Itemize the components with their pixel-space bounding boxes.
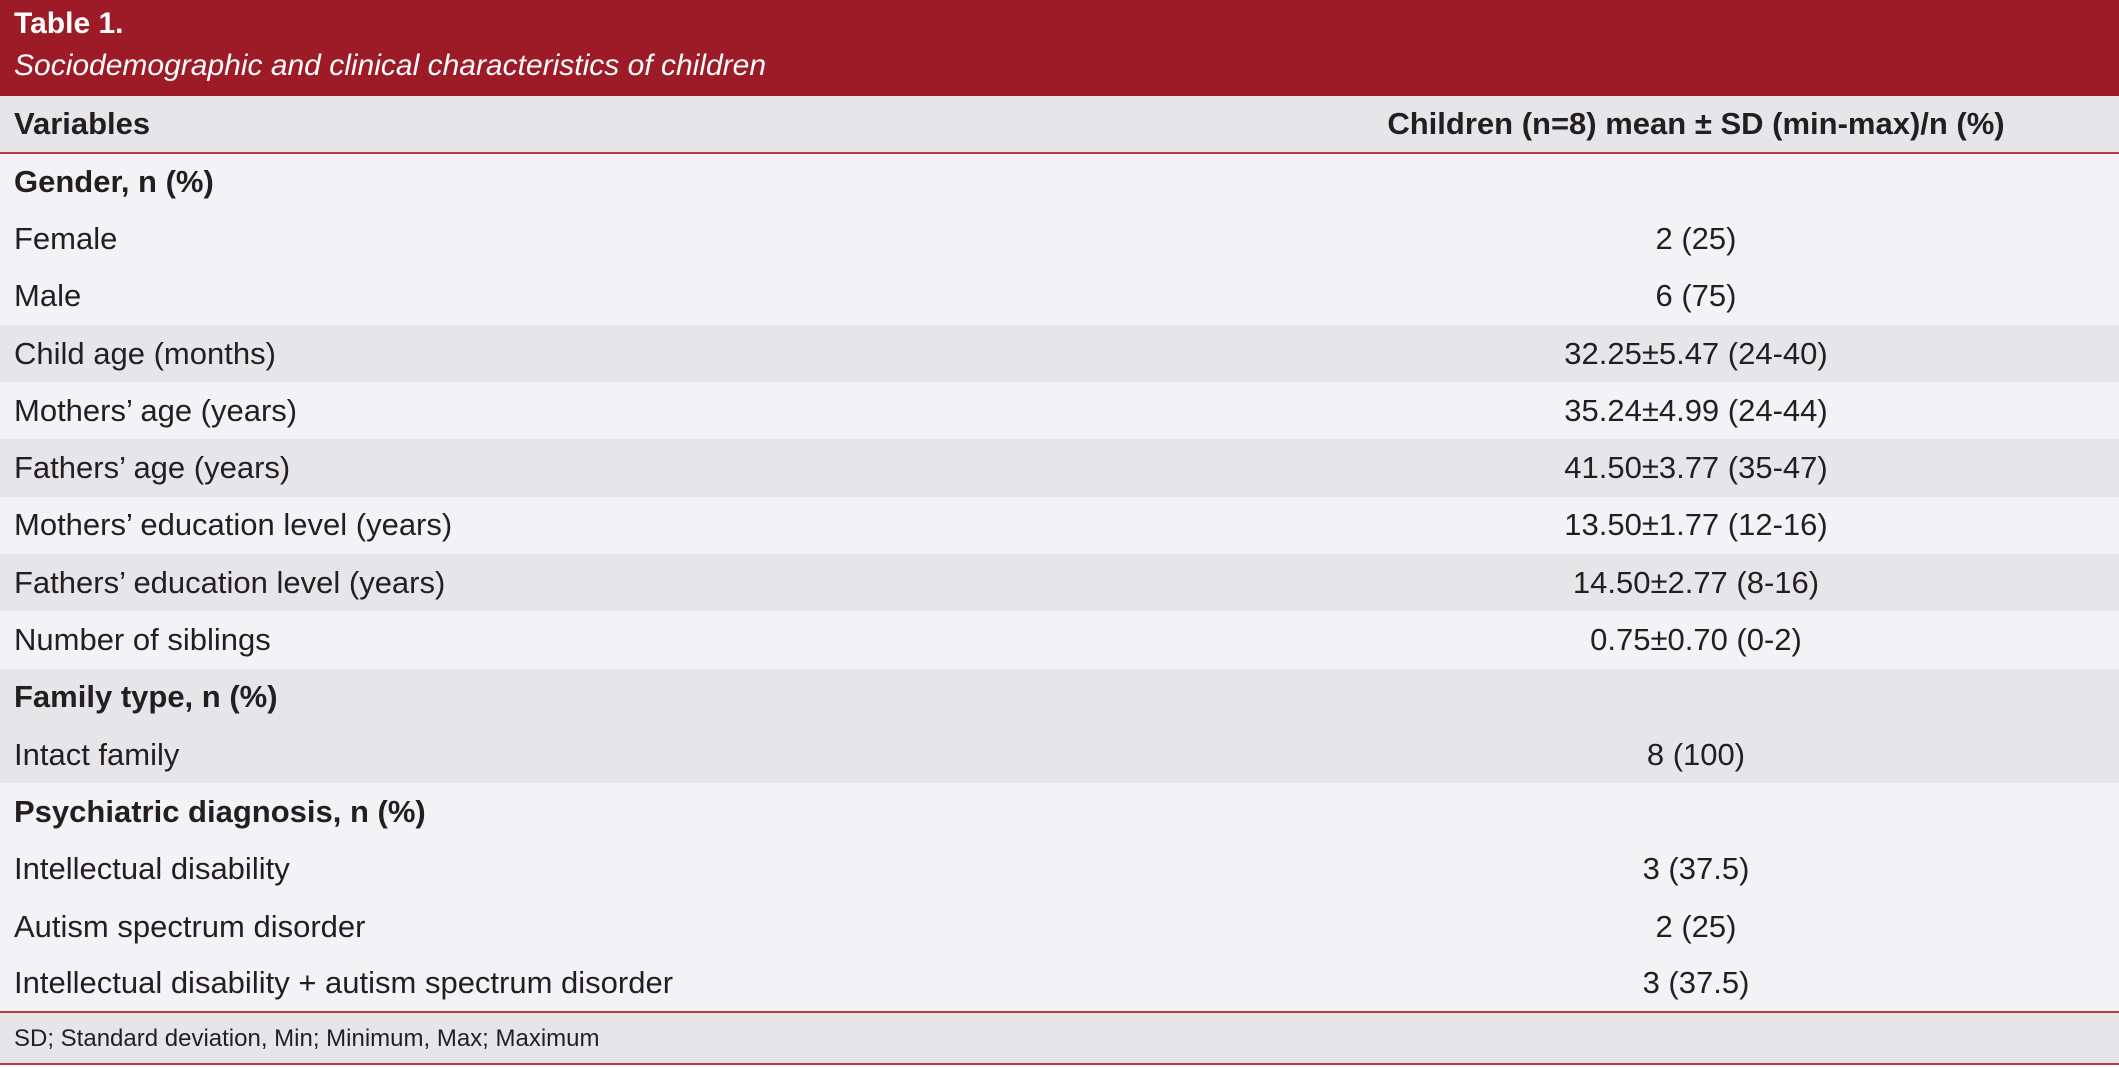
- table-row: Gender, n (%): [0, 153, 2119, 211]
- row-label: Female: [0, 210, 1273, 268]
- row-label: Intellectual disability + autism spectru…: [0, 955, 1273, 1014]
- column-header-values: Children (n=8) mean ± SD (min-max)/n (%): [1273, 96, 2119, 154]
- row-label: Mothers’ age (years): [0, 382, 1273, 440]
- row-label: Male: [0, 267, 1273, 325]
- table-label: Table 1.: [14, 7, 124, 40]
- row-value: 8 (100): [1273, 725, 2119, 784]
- row-value: 32.25±5.47 (24-40): [1273, 324, 2119, 383]
- column-header-variables: Variables: [0, 96, 1273, 154]
- table-row: Number of siblings 0.75±0.70 (0-2): [0, 611, 2119, 669]
- table-row: Mothers’ education level (years) 13.50±1…: [0, 496, 2119, 555]
- table-footnote: SD; Standard deviation, Min; Minimum, Ma…: [0, 1013, 2119, 1066]
- row-label: Number of siblings: [0, 611, 1273, 669]
- table-header: Table 1. Sociodemographic and clinical c…: [0, 0, 2119, 96]
- table-header-row: Variables Children (n=8) mean ± SD (min-…: [0, 96, 2119, 154]
- row-value: 2 (25): [1273, 210, 2119, 268]
- table-caption: Sociodemographic and clinical characteri…: [14, 49, 767, 82]
- table-row: Child age (months) 32.25±5.47 (24-40): [0, 324, 2119, 383]
- row-label: Intact family: [0, 725, 1273, 784]
- table-row: Fathers’ education level (years) 14.50±2…: [0, 554, 2119, 612]
- row-value: 3 (37.5): [1273, 840, 2119, 898]
- row-label: Psychiatric diagnosis, n (%): [0, 783, 1273, 841]
- row-value: [1273, 783, 2119, 841]
- row-label: Family type, n (%): [0, 668, 1273, 726]
- row-label: Gender, n (%): [0, 153, 1273, 211]
- characteristics-table: Variables Children (n=8) mean ± SD (min-…: [0, 96, 2119, 1014]
- row-value: 2 (25): [1273, 897, 2119, 956]
- table-row: Fathers’ age (years) 41.50±3.77 (35-47): [0, 439, 2119, 497]
- row-label: Intellectual disability: [0, 840, 1273, 898]
- row-label: Child age (months): [0, 324, 1273, 383]
- table-row: Intellectual disability 3 (37.5): [0, 840, 2119, 898]
- row-value: [1273, 153, 2119, 211]
- table-row: Psychiatric diagnosis, n (%): [0, 783, 2119, 841]
- row-value: 35.24±4.99 (24-44): [1273, 382, 2119, 440]
- table-row: Family type, n (%): [0, 668, 2119, 726]
- row-value: 0.75±0.70 (0-2): [1273, 611, 2119, 669]
- table-row: Mothers’ age (years) 35.24±4.99 (24-44): [0, 382, 2119, 440]
- row-label: Autism spectrum disorder: [0, 897, 1273, 956]
- table-row: Female 2 (25): [0, 210, 2119, 268]
- row-value: 6 (75): [1273, 267, 2119, 325]
- table-row: Intellectual disability + autism spectru…: [0, 955, 2119, 1014]
- row-label: Mothers’ education level (years): [0, 496, 1273, 555]
- table-row: Intact family 8 (100): [0, 725, 2119, 784]
- row-value: 13.50±1.77 (12-16): [1273, 496, 2119, 555]
- row-value: 14.50±2.77 (8-16): [1273, 554, 2119, 612]
- row-value: 41.50±3.77 (35-47): [1273, 439, 2119, 497]
- row-value: [1273, 668, 2119, 726]
- row-label: Fathers’ age (years): [0, 439, 1273, 497]
- row-label: Fathers’ education level (years): [0, 554, 1273, 612]
- row-value: 3 (37.5): [1273, 955, 2119, 1014]
- table-row: Male 6 (75): [0, 267, 2119, 325]
- table-row: Autism spectrum disorder 2 (25): [0, 897, 2119, 956]
